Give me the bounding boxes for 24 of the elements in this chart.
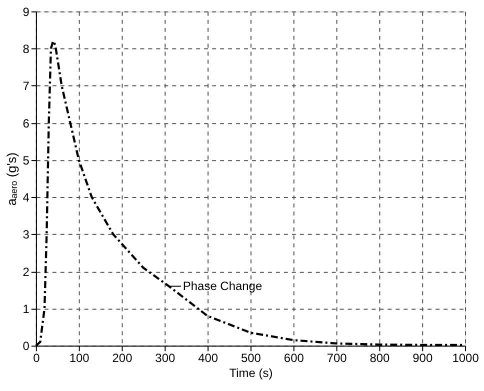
x-tick-label: 0 [33,351,40,366]
x-tick-label: 800 [370,351,390,366]
y-tick-label: 4 [22,190,30,205]
y-tick-label: 6 [22,116,30,130]
x-tick-label: 700 [326,351,348,366]
x-tick-label: 300 [155,351,176,366]
y-tick-label: 2 [22,264,30,279]
y-tick-label: 9 [22,4,30,19]
y-tick-label: 5 [22,153,30,168]
x-tick-label: 500 [240,351,262,366]
y-tick-label: 8 [22,42,30,56]
annotation: Phase Change [182,279,262,294]
x-tick-label: 400 [198,351,218,366]
y-tick-label: 0 [22,339,30,354]
x-tick-label: 1000 [452,351,480,366]
x-tick-label: 100 [69,351,90,366]
y-tick-label: 1 [22,302,30,316]
y-tick-label: 7 [22,79,30,94]
y-tick-label: 3 [22,228,30,242]
x-tick-label: 600 [284,351,304,366]
x-tick-label: 900 [412,351,433,366]
x-axis-title: Time (s) [229,366,273,380]
y-axis-title: aₐₑᵣₒ (g's) [4,152,19,206]
x-tick-label: 200 [112,351,133,366]
